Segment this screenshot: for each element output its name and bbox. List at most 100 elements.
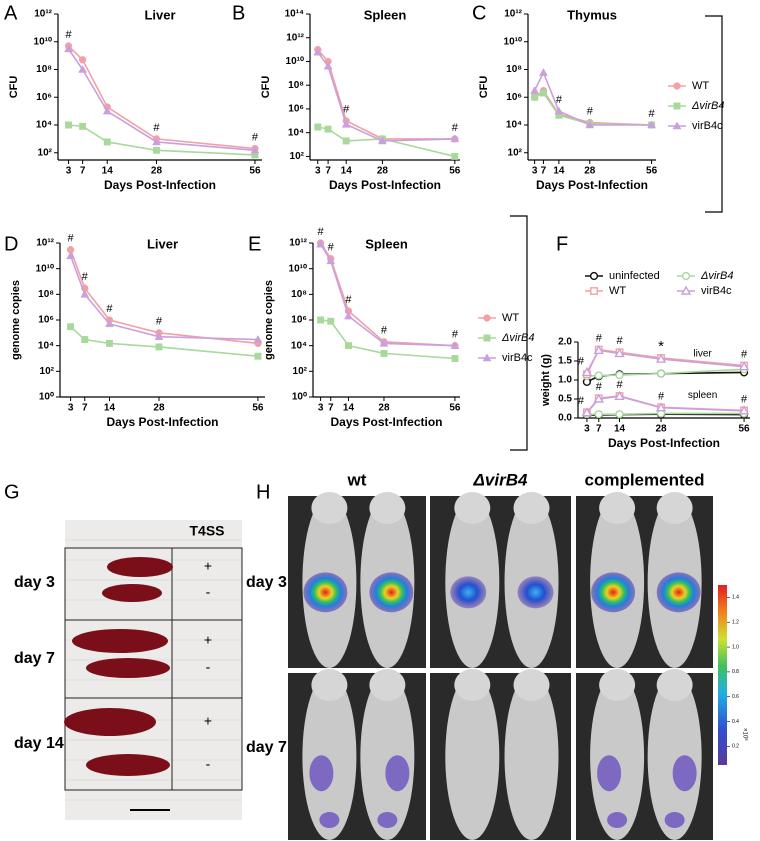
marker xyxy=(581,366,593,377)
y-tick-label: 10⁸ xyxy=(291,289,307,300)
legend-label: virB4c xyxy=(701,285,732,297)
sign: + xyxy=(204,558,212,574)
signal xyxy=(377,811,398,828)
marker xyxy=(79,122,87,130)
x-tick-label: 3 xyxy=(315,166,321,177)
marker xyxy=(450,341,460,349)
gel-title: T4SS xyxy=(189,523,224,539)
annotation: # xyxy=(153,122,160,134)
signal xyxy=(385,755,410,792)
y-tick-label: 0.0 xyxy=(558,413,572,424)
y-tick-label: 10² xyxy=(508,147,523,158)
sign: - xyxy=(206,756,211,772)
legend-label: ΔvirB4 xyxy=(700,270,733,282)
x-tick-label: 7 xyxy=(328,403,334,414)
signal xyxy=(303,572,348,613)
legend-marker xyxy=(482,353,492,362)
y-tick-label: 10⁴ xyxy=(38,340,54,351)
mouse-head xyxy=(311,669,348,701)
series-line xyxy=(319,243,455,347)
signal xyxy=(591,572,636,613)
panel-label: G xyxy=(4,481,20,503)
marker xyxy=(324,125,332,133)
x-axis-label: Days Post-Infection xyxy=(329,178,441,192)
signal xyxy=(309,755,334,792)
colorbar-tick-label: 0.4 xyxy=(732,719,739,725)
mouse xyxy=(590,673,645,840)
annotation: # xyxy=(616,335,623,347)
annotation: # xyxy=(556,94,563,106)
y-tick-label: 10⁸ xyxy=(506,64,522,75)
column-label: complemented xyxy=(585,470,705,489)
annotation: # xyxy=(65,29,72,41)
marker xyxy=(614,390,625,401)
y-axis-label: genome copies xyxy=(263,280,275,360)
colorbar-tick-label: 0.2 xyxy=(732,744,739,750)
marker xyxy=(530,86,540,94)
signal xyxy=(369,572,414,613)
marker xyxy=(152,137,161,146)
marker xyxy=(379,338,389,347)
annotation: # xyxy=(452,122,459,134)
legend-marker xyxy=(673,82,681,90)
marker xyxy=(316,239,326,248)
x-tick-label: 28 xyxy=(151,166,163,177)
column-label: ΔvirB4 xyxy=(473,470,528,489)
annotation: # xyxy=(578,395,585,407)
signal xyxy=(517,576,554,609)
annotation: # xyxy=(328,242,335,254)
x-tick-label: 56 xyxy=(252,403,264,414)
legend-label: WT xyxy=(692,80,709,92)
marker xyxy=(253,335,263,343)
mouse-head xyxy=(369,669,406,701)
marker xyxy=(80,289,90,298)
mouse-head xyxy=(656,492,693,524)
x-tick-label: 7 xyxy=(596,424,602,435)
marker xyxy=(593,344,604,355)
marker xyxy=(585,120,595,129)
mouse-head xyxy=(311,492,348,524)
x-tick-label: 14 xyxy=(341,166,353,177)
y-tick-label: 10¹² xyxy=(34,9,52,20)
sign: + xyxy=(204,632,212,648)
marker xyxy=(655,402,667,412)
marker xyxy=(345,342,352,350)
y-tick-label: 10⁶ xyxy=(291,315,307,326)
marker xyxy=(531,93,539,101)
annotation: # xyxy=(649,108,656,120)
row-label: day 3 xyxy=(246,574,287,591)
signal xyxy=(450,576,487,609)
y-axis-label: CFU xyxy=(478,76,490,99)
x-axis-label: Days Post-Infection xyxy=(330,415,442,429)
mouse-head xyxy=(599,492,636,524)
series-line xyxy=(70,326,259,358)
annotation: # xyxy=(68,233,75,245)
series-line xyxy=(67,45,256,150)
panel-label: D xyxy=(4,233,18,255)
colorbar-tick-label: 1.0 xyxy=(732,644,739,650)
x-tick-label: 7 xyxy=(325,166,331,177)
annotation: # xyxy=(252,131,259,143)
imaging-photos xyxy=(288,492,713,840)
marker xyxy=(154,332,164,340)
colorbar-tick-label: 0.6 xyxy=(732,694,739,700)
marker xyxy=(155,343,163,351)
y-tick-label: 10¹⁰ xyxy=(36,263,54,274)
y-tick-label: 10¹² xyxy=(36,238,54,249)
annotation: # xyxy=(345,294,352,306)
marker xyxy=(250,145,260,154)
y-tick-label: 10¹⁰ xyxy=(34,36,52,47)
mouse xyxy=(360,673,415,840)
marker xyxy=(106,339,113,347)
marker xyxy=(65,121,73,129)
y-tick-label: 1.0 xyxy=(558,375,572,386)
legend-marker xyxy=(681,271,691,281)
x-axis-label: Days Post-Infection xyxy=(536,178,648,192)
y-tick-label: 10¹² xyxy=(289,238,307,249)
y-tick-label: 10¹⁰ xyxy=(504,36,522,47)
annotation: # xyxy=(82,271,89,283)
series-line xyxy=(69,255,258,341)
panel-label: A xyxy=(4,2,18,24)
row-label: day 7 xyxy=(14,650,55,667)
group-label: liver xyxy=(693,349,712,360)
